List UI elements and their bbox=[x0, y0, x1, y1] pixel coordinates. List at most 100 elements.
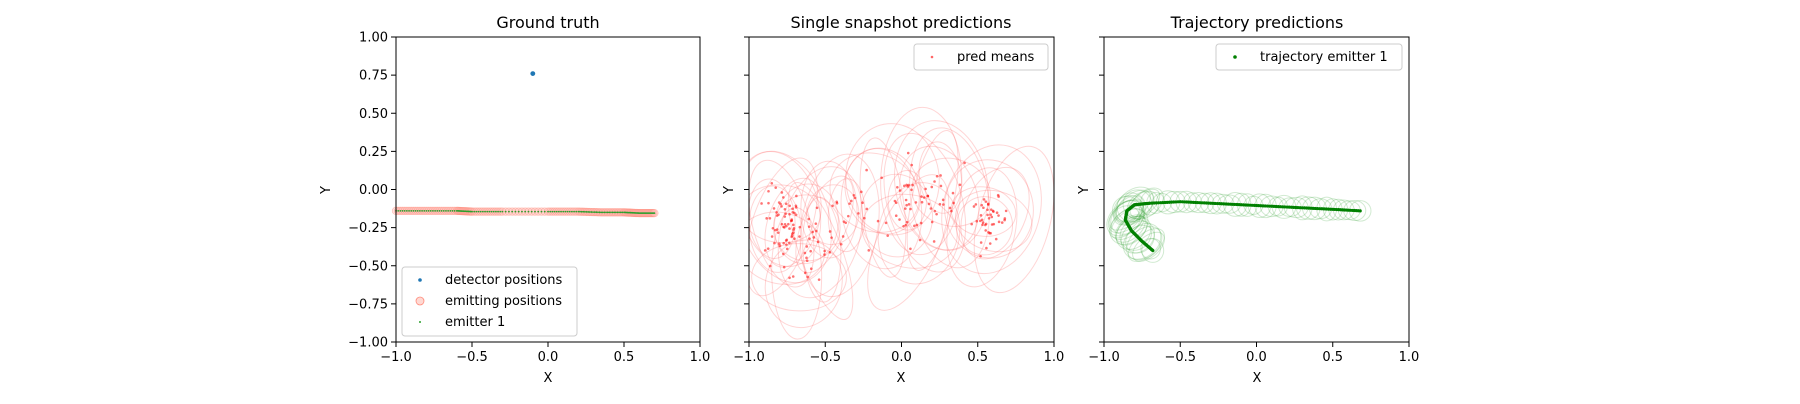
trajectory-covariance-ellipse bbox=[1111, 195, 1142, 226]
emitter1-point bbox=[414, 209, 417, 212]
trajectory-point bbox=[1358, 209, 1362, 213]
pred-mean-point bbox=[787, 222, 790, 226]
emitter1-point bbox=[447, 209, 450, 212]
pred-mean-point bbox=[828, 251, 832, 254]
pred-mean-point bbox=[972, 205, 976, 208]
pred-mean-point bbox=[942, 203, 945, 206]
x-tick-label: −0.5 bbox=[1164, 350, 1196, 365]
emitter1-point bbox=[421, 209, 423, 212]
pred-covariance-ellipse bbox=[806, 184, 860, 246]
pred-mean-point bbox=[835, 201, 839, 205]
panel1-title: Ground truth bbox=[496, 13, 599, 32]
pred-mean-point bbox=[926, 194, 930, 198]
pred-mean-point bbox=[907, 203, 911, 206]
pred-mean-point bbox=[814, 222, 818, 225]
pred-mean-point bbox=[896, 185, 899, 189]
pred-mean-point bbox=[783, 208, 787, 211]
pred-covariance-ellipse bbox=[861, 193, 958, 269]
emitter1-point bbox=[575, 210, 578, 213]
emitter1-point bbox=[432, 209, 434, 212]
panel3-title: Trajectory predictions bbox=[1170, 13, 1344, 32]
pred-mean-point bbox=[951, 191, 955, 195]
emitter1-point bbox=[492, 210, 495, 213]
pred-mean-point bbox=[948, 206, 952, 210]
pred-mean-point bbox=[785, 224, 788, 228]
pred-covariance-ellipse bbox=[773, 183, 839, 265]
pred-mean-point bbox=[933, 180, 936, 183]
pred-mean-point bbox=[898, 189, 902, 192]
trajectory-covariance-ellipse bbox=[1110, 205, 1141, 235]
y-tick-label: −0.75 bbox=[348, 297, 388, 312]
pred-mean-point bbox=[894, 214, 898, 218]
x-tick-label: 1.0 bbox=[690, 350, 711, 365]
pred-mean-point bbox=[805, 245, 809, 248]
emitter1-point bbox=[514, 210, 517, 213]
pred-covariance-ellipse bbox=[880, 106, 963, 256]
legend-label-trajectory: trajectory emitter 1 bbox=[1260, 50, 1388, 65]
pred-mean-point bbox=[913, 224, 916, 228]
panel3-xlabel: X bbox=[1253, 371, 1262, 386]
pred-mean-point bbox=[995, 211, 999, 215]
emitter1-point bbox=[449, 209, 452, 212]
pred-mean-point bbox=[807, 217, 811, 221]
pred-mean-point bbox=[785, 247, 789, 251]
pred-mean-point bbox=[852, 194, 856, 197]
pred-mean-point bbox=[909, 207, 912, 211]
pred-mean-point bbox=[938, 202, 942, 206]
pred-mean-point bbox=[884, 221, 888, 225]
pred-mean-point bbox=[902, 225, 905, 228]
pred-mean-point bbox=[823, 253, 826, 256]
pred-covariance-ellipse bbox=[829, 152, 920, 233]
pred-mean-point bbox=[880, 176, 883, 180]
pred-mean-point bbox=[904, 223, 908, 227]
trajectory-covariance-ellipse bbox=[1116, 192, 1147, 223]
pred-mean-point bbox=[783, 215, 787, 218]
pred-mean-point bbox=[903, 184, 906, 188]
emitter1-point bbox=[573, 210, 575, 213]
emitter1-point bbox=[592, 211, 594, 214]
emitter1-point bbox=[534, 210, 536, 213]
x-tick-label: 1.0 bbox=[1044, 350, 1065, 365]
pred-mean-point bbox=[790, 235, 794, 239]
pred-mean-point bbox=[768, 264, 772, 268]
emitter1-point bbox=[408, 209, 410, 212]
pred-mean-point bbox=[989, 231, 992, 235]
pred-covariance-ellipse bbox=[827, 178, 866, 253]
pred-mean-point bbox=[775, 214, 779, 217]
emitter1-point bbox=[618, 211, 621, 214]
pred-mean-point bbox=[782, 225, 785, 229]
pred-mean-point bbox=[853, 196, 857, 200]
x-tick-label: −1.0 bbox=[1088, 350, 1120, 365]
pred-mean-point bbox=[803, 271, 807, 275]
pred-mean-point bbox=[997, 195, 1000, 198]
emitter1-point bbox=[418, 209, 421, 212]
pred-mean-point bbox=[768, 217, 772, 220]
emitter1-point bbox=[621, 211, 624, 214]
y-tick-label: 0.50 bbox=[359, 107, 388, 122]
pred-mean-point bbox=[815, 206, 819, 210]
pred-covariance-ellipse bbox=[898, 145, 980, 251]
pred-mean-point bbox=[795, 194, 798, 198]
pred-mean-point bbox=[798, 225, 802, 229]
pred-mean-point bbox=[922, 196, 926, 199]
emitter1-point bbox=[475, 210, 478, 213]
pred-mean-point bbox=[775, 211, 778, 214]
pred-mean-point bbox=[986, 203, 990, 206]
pred-mean-point bbox=[867, 249, 871, 252]
panel3-ylabel: Y bbox=[1077, 186, 1092, 195]
emitter1-point bbox=[524, 210, 527, 213]
pred-mean-point bbox=[815, 229, 818, 233]
pred-covariance-ellipse bbox=[946, 167, 1018, 288]
emitter1-point bbox=[590, 211, 593, 213]
y-tick-label: 0.25 bbox=[359, 145, 388, 160]
pred-mean-point bbox=[788, 212, 791, 216]
pred-covariance-ellipse bbox=[909, 127, 991, 269]
x-tick-label: −0.5 bbox=[456, 350, 488, 365]
pred-mean-point bbox=[798, 235, 801, 238]
emitter1-point bbox=[582, 210, 585, 213]
pred-mean-point bbox=[979, 254, 982, 258]
legend-label-pred-means: pred means bbox=[957, 50, 1035, 65]
legend-marker-trajectory bbox=[1233, 55, 1237, 59]
emitter1-point bbox=[601, 211, 604, 214]
